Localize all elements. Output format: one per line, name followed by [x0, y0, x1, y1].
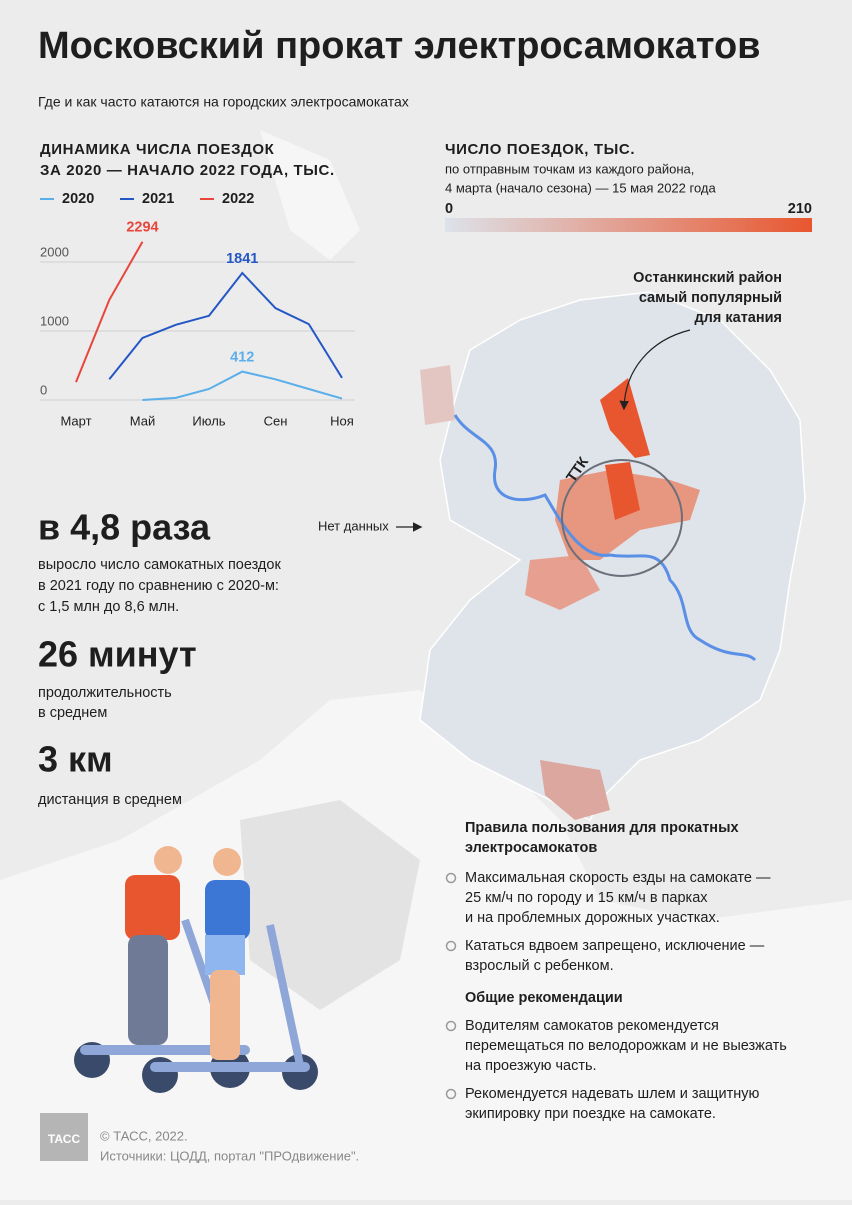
rule-text: Максимальная скорость езды на самокате —: [465, 870, 771, 886]
rule-text: электросамокатов: [465, 840, 597, 856]
color-scale: [445, 218, 812, 232]
x-tick-label: Сен: [264, 413, 288, 428]
chart-title: ДИНАМИКА ЧИСЛА ПОЕЗДОК: [40, 141, 275, 158]
rule-text: Рекомендуется надевать шлем и защитную: [465, 1086, 759, 1102]
region-bg: [260, 130, 360, 260]
region-bg: [240, 800, 420, 1010]
bullet: [445, 1020, 457, 1032]
data-label: 2294: [126, 220, 158, 236]
stat-text: в среднем: [38, 705, 107, 721]
stat-value: 3 км: [38, 739, 113, 780]
stat-value: 26 минут: [38, 634, 197, 675]
annotation: для катания: [694, 310, 782, 326]
chart-title: ЗА 2020 — НАЧАЛО 2022 ГОДА, ТЫС.: [40, 162, 335, 179]
series-line: [142, 370, 343, 401]
district: [525, 555, 600, 610]
river: [453, 414, 757, 662]
stat-text: продолжительность: [38, 685, 172, 701]
legend-label: 2021: [142, 191, 174, 207]
annotation: Останкинский район: [633, 270, 782, 286]
no-data: Нет данных: [318, 518, 389, 533]
legend-label: 2022: [222, 191, 254, 207]
footer-text: © ТАСС, 2022.: [100, 1128, 188, 1143]
data-label: 1841: [226, 251, 258, 267]
scale-min: 0: [445, 201, 453, 217]
map-subtitle: 4 марта (начало сезона) — 15 мая 2022 го…: [445, 180, 716, 195]
x-tick-label: Ноя: [330, 413, 354, 428]
scale-max: 210: [788, 201, 812, 217]
series-line: [108, 271, 343, 380]
stat-text: выросло число самокатных поездок: [38, 557, 281, 573]
bullet: [445, 1088, 457, 1100]
stat-text: с 1,5 млн до 8,6 млн.: [38, 599, 179, 615]
rule-text: Кататься вдвоем запрещено, исключение —: [465, 938, 765, 954]
title: Московский прокат электросамокатов: [38, 25, 761, 67]
data-label: 412: [230, 349, 254, 365]
bullet: [445, 940, 457, 952]
footer-text: Источники: ЦОДД, портал "ПРОдвижение".: [100, 1148, 359, 1163]
annotation: самый популярный: [639, 290, 782, 306]
map-title: ЧИСЛО ПОЕЗДОК, ТЫС.: [445, 141, 635, 158]
ttk-ring: [561, 459, 683, 577]
y-tick-label: 2000: [40, 244, 69, 259]
rule-text: экипировку при поездке на самокате.: [465, 1106, 716, 1122]
x-tick-label: Май: [130, 413, 155, 428]
x-tick-label: Июль: [192, 413, 225, 428]
stat-value: в 4,8 раза: [38, 507, 211, 548]
illustration: [74, 846, 318, 1093]
rule-text: 25 км/ч по городу и 15 км/ч в парках: [465, 890, 708, 906]
district: [420, 365, 455, 425]
series-line: [75, 241, 144, 383]
rule-heading: Общие рекомендации: [465, 990, 623, 1006]
district: [540, 760, 610, 820]
rule-text: перемещаться по велодорожкам и не выезжа…: [465, 1038, 787, 1054]
rule-text: Правила пользования для прокатных: [465, 820, 739, 836]
rule-text: и на проблемных дорожных участках.: [465, 910, 720, 926]
rule-text: Водителям самокатов рекомендуется: [465, 1018, 719, 1034]
bullet: [445, 872, 457, 884]
rule-text: взрослый с ребенком.: [465, 958, 614, 974]
legend-label: 2020: [62, 191, 94, 207]
district: [605, 462, 640, 520]
x-tick-label: Март: [60, 413, 91, 428]
stat-text: дистанция в среднем: [38, 792, 182, 808]
y-tick-label: 1000: [40, 313, 69, 328]
annotation-arrow: [619, 329, 691, 411]
logo: ТАСС: [48, 1132, 81, 1146]
subtitle: Где и как часто катаются на городских эл…: [38, 94, 409, 110]
ostankino: [600, 378, 650, 458]
stat-text: в 2021 году по сравнению с 2020-м:: [38, 578, 279, 594]
y-tick-label: 0: [40, 382, 47, 397]
map-subtitle: по отправным точкам из каждого района,: [445, 161, 694, 176]
rule-text: на проезжую часть.: [465, 1058, 597, 1074]
logo-box: [40, 1113, 88, 1161]
